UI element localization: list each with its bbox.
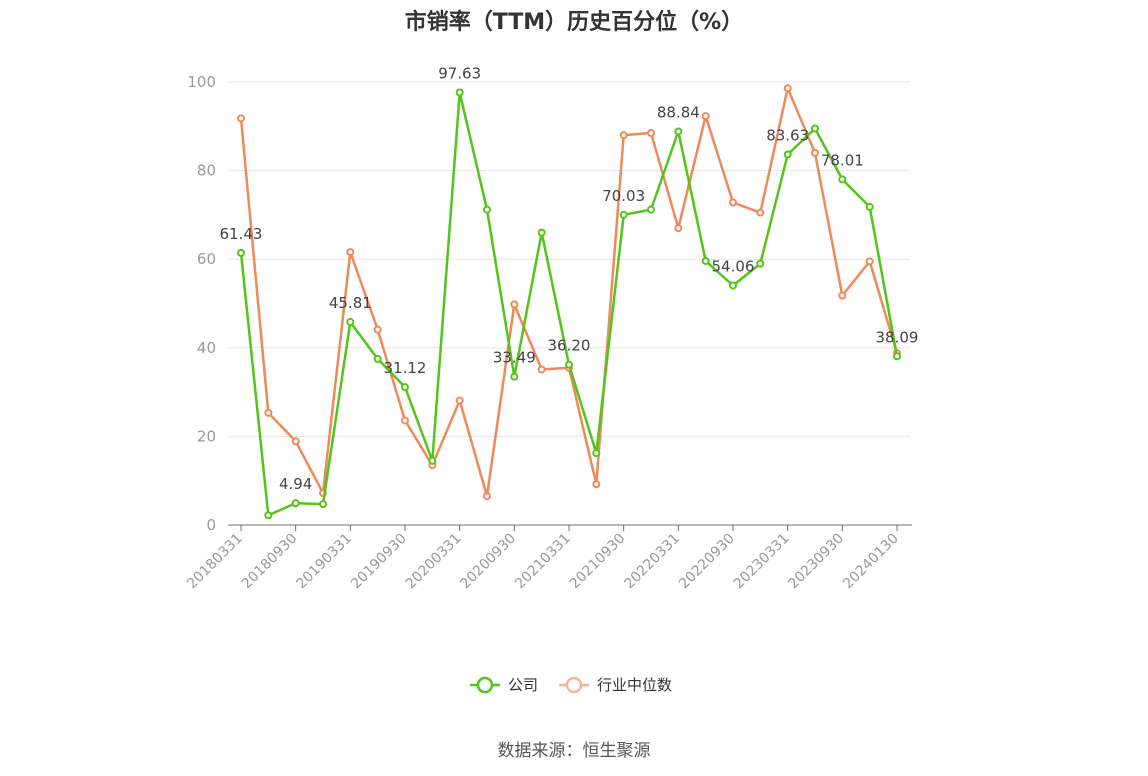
data-point (237, 114, 245, 123)
data-point (701, 256, 710, 265)
data-source: 数据来源：恒生聚源 (497, 741, 651, 761)
data-point (510, 372, 519, 381)
data-point (647, 205, 655, 214)
data-point (865, 202, 874, 211)
data-label: 97.63 (438, 64, 481, 82)
legend-label: 公司 (508, 676, 538, 694)
chart-title: 市销率（TTM）历史百分位（%） (404, 10, 744, 35)
data-point (346, 318, 355, 327)
series-group (237, 84, 901, 520)
data-point (537, 365, 546, 374)
data-point (729, 198, 737, 207)
data-point (510, 300, 519, 309)
data-label: 45.81 (329, 294, 372, 312)
data-point (483, 205, 491, 214)
y-tick-label: 40 (197, 339, 216, 357)
x-tick-label: 20230331 (731, 531, 793, 593)
data-point (865, 257, 874, 266)
legend-marker (476, 676, 494, 694)
data-label: 38.09 (876, 328, 919, 346)
x-tick-label: 20240130 (840, 531, 902, 593)
data-point (811, 124, 819, 133)
y-tick-label: 0 (206, 516, 216, 534)
x-tick-label: 20180331 (184, 531, 246, 593)
data-point (264, 408, 273, 417)
x-tick-label: 20200331 (403, 531, 465, 593)
legend[interactable]: 公司 行业中位数 (470, 676, 672, 694)
y-axis: 0 20 40 60 80 100 (187, 73, 216, 534)
x-tick-label: 20230930 (785, 531, 847, 593)
data-point (756, 208, 765, 217)
legend-label: 行业中位数 (597, 676, 672, 694)
data-point (592, 449, 601, 458)
data-point (455, 396, 464, 405)
legend-marker (565, 676, 583, 694)
data-point (729, 281, 737, 290)
grid-lines (228, 81, 910, 437)
data-label: 4.94 (279, 475, 312, 493)
data-point (674, 127, 683, 136)
data-label: 33.49 (493, 349, 536, 367)
x-tick-label: 20180930 (239, 531, 301, 593)
data-label: 70.03 (602, 187, 645, 205)
x-tick-label: 20210930 (567, 531, 629, 593)
y-tick-label: 60 (197, 250, 216, 268)
x-tick-label: 20190331 (293, 531, 355, 593)
data-point (619, 131, 628, 140)
data-point (619, 210, 628, 219)
x-tick-label: 20190930 (348, 531, 410, 593)
data-label: 31.12 (384, 359, 427, 377)
data-point (455, 88, 464, 97)
data-point (483, 492, 491, 501)
data-labels: 61.43 4.94 45.81 31.12 97.63 33.49 36.20 70.03 8… (220, 64, 919, 493)
data-point (893, 352, 901, 361)
series-line-1 (239, 86, 899, 498)
data-point (401, 383, 409, 392)
data-label: 78.01 (821, 151, 864, 169)
data-point (701, 112, 710, 121)
data-label: 88.84 (657, 103, 700, 121)
x-axis: 2018033120180930201903312019093020200331… (184, 524, 912, 593)
data-point (373, 354, 382, 363)
data-point (291, 499, 300, 508)
data-point (838, 175, 847, 184)
data-point (783, 150, 792, 159)
data-point (811, 148, 819, 157)
y-tick-label: 100 (187, 73, 216, 91)
data-point (783, 84, 792, 93)
data-point (401, 416, 409, 425)
data-point (291, 437, 300, 446)
data-point (319, 500, 327, 509)
data-point (264, 511, 273, 520)
data-point (674, 224, 683, 233)
data-point (838, 291, 847, 300)
data-point (537, 228, 546, 237)
data-point (373, 325, 382, 334)
data-point (647, 128, 655, 137)
data-point (428, 456, 437, 465)
y-tick-label: 80 (197, 162, 216, 180)
data-point (756, 259, 765, 268)
x-tick-label: 20220930 (676, 531, 738, 593)
data-point (237, 248, 245, 257)
data-label: 83.63 (766, 127, 809, 145)
x-tick-label: 20200930 (457, 531, 519, 593)
legend-item-1[interactable]: 行业中位数 (559, 676, 672, 694)
data-label: 36.20 (548, 337, 591, 355)
data-point (592, 480, 601, 489)
x-tick-label: 20220331 (621, 531, 683, 593)
data-label: 54.06 (712, 258, 755, 276)
data-point (346, 248, 355, 257)
legend-item-0[interactable]: 公司 (470, 676, 538, 694)
data-label: 61.43 (220, 225, 263, 243)
data-point (565, 360, 573, 369)
y-tick-label: 20 (197, 427, 216, 445)
x-tick-label: 20210331 (512, 531, 574, 593)
